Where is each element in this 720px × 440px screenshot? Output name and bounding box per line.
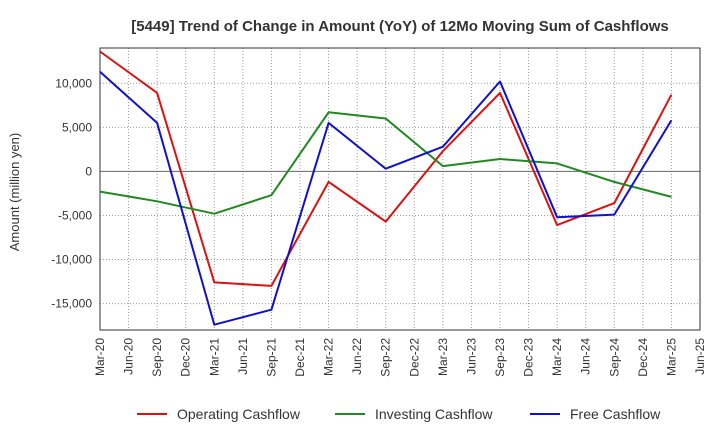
x-tick-label: Sep-23 bbox=[493, 338, 507, 377]
plot-frame bbox=[99, 47, 701, 331]
x-tick-label: Dec-23 bbox=[522, 338, 536, 377]
x-tick-label: Jun-24 bbox=[579, 338, 593, 375]
x-tick-label: Jun-25 bbox=[693, 338, 707, 375]
legend-label: Operating Cashflow bbox=[177, 406, 301, 422]
legend: Operating Cashflow Investing Cashflow Free… bbox=[137, 406, 661, 422]
series-line-free-cashflow bbox=[99, 71, 673, 326]
y-tick-label: -10,000 bbox=[51, 253, 92, 267]
series-line-operating-cashflow bbox=[99, 50, 673, 287]
x-tick-label: Mar-22 bbox=[322, 338, 336, 376]
x-tick-label: Jun-20 bbox=[122, 338, 136, 375]
x-tick-label: Sep-20 bbox=[150, 338, 164, 377]
y-axis-ticks: -15,000 -10,000 -5,000 0 5,000 10,000 bbox=[51, 76, 92, 310]
y-axis-label: Amount (million yen) bbox=[7, 133, 22, 252]
horizontal-gridlines bbox=[100, 82, 700, 305]
x-tick-label: Dec-21 bbox=[293, 338, 307, 377]
x-tick-label: Sep-22 bbox=[379, 338, 393, 377]
legend-label: Free Cashflow bbox=[570, 406, 661, 422]
y-tick-label: 10,000 bbox=[55, 76, 92, 90]
x-tick-label: Jun-21 bbox=[236, 338, 250, 375]
y-tick-label: -5,000 bbox=[58, 208, 92, 222]
x-tick-label: Mar-24 bbox=[550, 338, 564, 376]
series-line-investing-cashflow bbox=[99, 111, 672, 215]
y-tick-label: 0 bbox=[85, 164, 92, 178]
x-tick-label: Sep-21 bbox=[264, 338, 278, 377]
x-tick-label: Sep-24 bbox=[607, 338, 621, 377]
series-lines bbox=[99, 50, 673, 326]
legend-label: Investing Cashflow bbox=[375, 406, 493, 422]
x-tick-label: Mar-25 bbox=[664, 338, 678, 376]
x-tick-label: Dec-24 bbox=[636, 338, 650, 377]
chart-title: [5449] Trend of Change in Amount (YoY) o… bbox=[131, 18, 669, 35]
y-tick-label: -15,000 bbox=[51, 297, 92, 311]
x-tick-label: Dec-20 bbox=[179, 338, 193, 377]
x-tick-label: Mar-20 bbox=[93, 338, 107, 376]
x-tick-label: Mar-23 bbox=[436, 338, 450, 376]
plot-area bbox=[100, 48, 700, 330]
x-tick-label: Jun-22 bbox=[350, 338, 364, 375]
y-tick-label: 5,000 bbox=[62, 120, 92, 134]
x-tick-label: Jun-23 bbox=[464, 338, 478, 375]
x-axis-ticks: Mar-20 Jun-20 Sep-20 Dec-20 Mar-21 Jun-21 Sep-… bbox=[93, 338, 707, 377]
x-tick-label: Dec-22 bbox=[407, 338, 421, 377]
x-tick-label: Mar-21 bbox=[207, 338, 221, 376]
